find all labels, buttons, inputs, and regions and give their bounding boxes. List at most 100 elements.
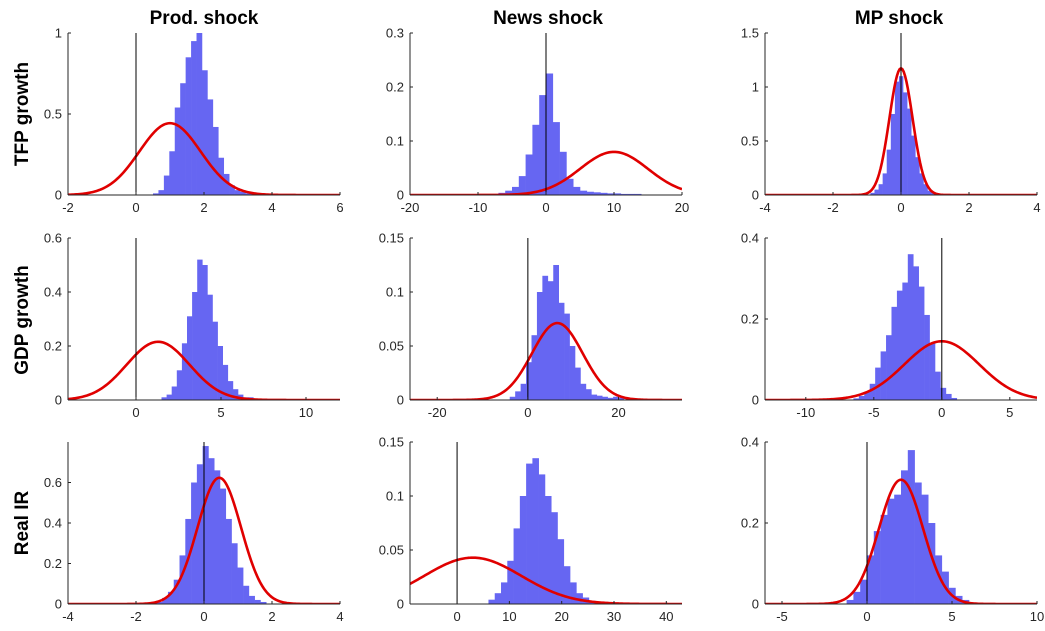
histogram-bar xyxy=(886,335,892,400)
x-tick-label: 20 xyxy=(611,405,625,420)
histogram-bar xyxy=(875,367,881,400)
histogram-bar xyxy=(197,259,203,400)
histogram-bar xyxy=(163,175,170,195)
histogram-bar xyxy=(880,514,888,604)
y-tick-label: 0.6 xyxy=(44,475,62,490)
histogram-bar xyxy=(928,523,936,604)
histogram-bar xyxy=(229,185,235,195)
histogram-bar xyxy=(586,191,594,195)
x-tick-label: 0 xyxy=(863,609,870,624)
histogram-bar xyxy=(532,124,540,195)
histogram-bar xyxy=(869,383,876,400)
histogram-bar xyxy=(558,302,565,400)
histogram-bar xyxy=(924,314,930,400)
histogram-bar xyxy=(882,173,888,195)
histogram xyxy=(161,259,254,400)
histogram-bar xyxy=(580,383,587,400)
histogram xyxy=(153,33,257,195)
histogram-bar xyxy=(559,151,567,195)
y-tick-label: 0.5 xyxy=(741,134,759,149)
histogram-bar xyxy=(929,343,936,400)
y-tick-label: 0 xyxy=(752,393,759,408)
y-tick-label: 0.6 xyxy=(44,231,62,246)
histogram-bar xyxy=(260,601,267,604)
histogram-bar xyxy=(873,531,881,604)
histogram-bar xyxy=(907,450,915,604)
panel-1-1: -20 0 20 0 0.05 0.1 0.15 xyxy=(379,231,682,420)
histogram-bar xyxy=(566,178,574,195)
histogram-bar xyxy=(878,184,883,195)
histogram-bar xyxy=(890,114,896,195)
panel-0-2: -4 -2 0 2 4 0 0.5 1 1.5 xyxy=(741,26,1041,216)
x-tick-label: 5 xyxy=(217,405,224,420)
histogram-bar xyxy=(212,321,218,400)
y-tick-label: 0 xyxy=(55,597,62,612)
y-tick-label: 0.4 xyxy=(44,516,62,531)
histogram-bar xyxy=(248,595,255,604)
histogram-bar xyxy=(225,518,232,604)
y-tick-label: 0.1 xyxy=(386,134,404,149)
histogram-bar xyxy=(546,73,554,195)
histogram-bar xyxy=(240,191,246,195)
histogram-bar xyxy=(915,157,920,195)
x-tick-label: 5 xyxy=(948,609,955,624)
histogram-bar xyxy=(518,176,526,195)
histogram-bar xyxy=(564,313,570,400)
x-tick-label: 40 xyxy=(659,609,673,624)
histogram xyxy=(870,76,941,195)
histogram-bar xyxy=(208,458,215,604)
y-tick-label: 0.2 xyxy=(741,312,759,327)
y-tick-label: 0 xyxy=(397,597,404,612)
y-tick-label: 0 xyxy=(397,393,404,408)
histogram-bar xyxy=(864,391,871,400)
histogram-bar xyxy=(526,362,532,400)
histogram-bar xyxy=(507,560,514,604)
panel-0-1: -20 -10 0 10 20 0 0.1 0.2 0.3 xyxy=(386,26,689,216)
histogram-bar xyxy=(580,190,588,195)
x-tick-label: 10 xyxy=(299,405,313,420)
histogram-bar xyxy=(613,396,619,400)
y-tick-label: 0.15 xyxy=(379,231,404,246)
histogram-bar xyxy=(870,192,875,195)
histogram-bar xyxy=(494,593,502,604)
histogram-bar xyxy=(552,122,560,195)
histogram-bar xyxy=(573,186,581,195)
x-tick-label: -4 xyxy=(62,609,74,624)
histogram-bar xyxy=(903,92,908,195)
histogram-bar xyxy=(531,335,538,400)
x-tick-label: 0 xyxy=(132,405,139,420)
y-tick-label: 0.05 xyxy=(379,339,404,354)
y-tick-label: 1 xyxy=(752,80,759,95)
histogram xyxy=(509,265,625,400)
y-tick-label: 0.05 xyxy=(379,543,404,558)
histogram-bar xyxy=(894,81,900,195)
y-tick-label: 0.4 xyxy=(741,435,759,450)
histogram-bar xyxy=(212,126,219,195)
histogram-bar xyxy=(923,184,928,195)
y-tick-label: 0.4 xyxy=(741,231,759,246)
histogram-bar xyxy=(237,567,244,604)
histogram-bar xyxy=(585,389,592,400)
histogram-bar xyxy=(935,555,943,604)
histogram-bar xyxy=(918,286,925,400)
histogram-bar xyxy=(907,108,912,195)
x-tick-label: 0 xyxy=(453,609,460,624)
histogram-bar xyxy=(853,591,861,604)
histogram-bar xyxy=(153,193,159,195)
x-tick-label: -5 xyxy=(776,609,788,624)
histogram-bar xyxy=(161,397,167,400)
histogram-bar xyxy=(196,33,203,195)
histogram-bar xyxy=(488,599,496,604)
x-tick-label: 10 xyxy=(502,609,516,624)
histogram-bar xyxy=(501,582,508,604)
y-tick-label: 0.2 xyxy=(741,516,759,531)
histogram-bar xyxy=(935,371,941,400)
y-tick-label: 0.2 xyxy=(386,80,404,95)
histogram xyxy=(488,458,602,604)
x-tick-label: -10 xyxy=(796,405,815,420)
histogram-bar xyxy=(219,488,227,604)
histogram-bar xyxy=(614,193,622,195)
histogram-bar xyxy=(525,154,533,195)
histogram-bar xyxy=(222,364,229,400)
histogram-bar xyxy=(867,555,875,604)
